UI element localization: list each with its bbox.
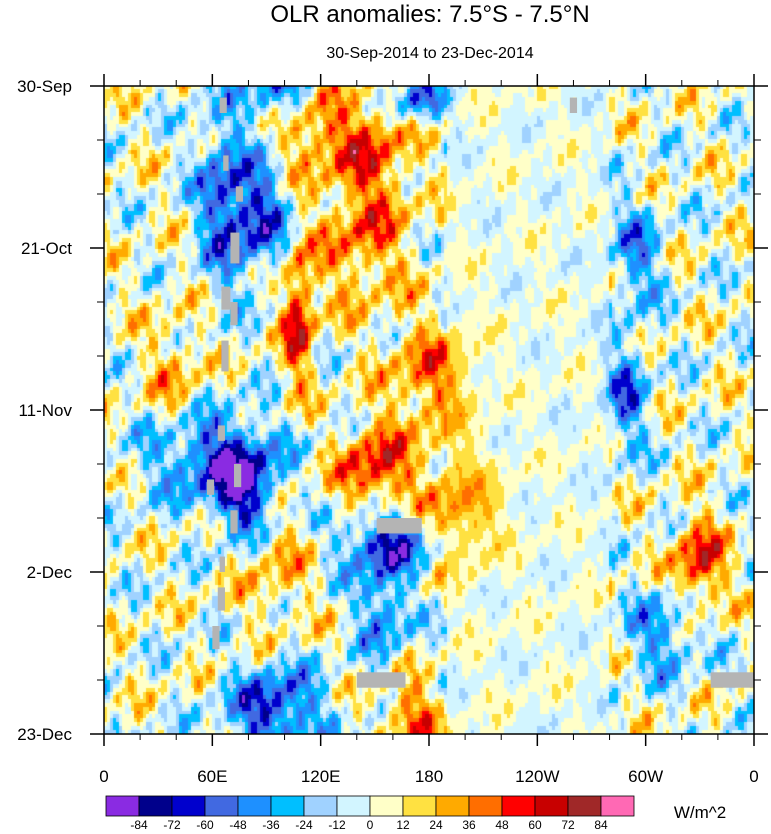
missing-data-layer <box>206 97 754 688</box>
y-tick-label: 30-Sep <box>17 77 72 96</box>
colorbar-swatch <box>468 795 503 817</box>
missing-data-cell <box>219 556 225 572</box>
colorbar-swatch <box>402 795 437 817</box>
colorbar-level-label: -24 <box>295 818 313 832</box>
missing-data-cell <box>221 286 231 310</box>
missing-data-cell <box>206 479 215 495</box>
colorbar-level-label: -72 <box>163 818 181 832</box>
missing-data-cell <box>217 587 225 611</box>
heatmap-cells <box>104 86 754 734</box>
missing-data-cell <box>230 510 238 534</box>
colorbar-units: W/m^2 <box>674 803 726 822</box>
missing-data-cell <box>230 232 240 264</box>
y-tick-label: 2-Dec <box>27 563 73 582</box>
colorbar-swatch <box>138 795 173 817</box>
missing-data-cell <box>230 302 238 326</box>
colorbar-swatch <box>600 795 635 817</box>
y-tick-label: 11-Nov <box>18 401 72 420</box>
x-tick-label: 180 <box>415 767 443 786</box>
colorbar-level-label: -12 <box>328 818 346 832</box>
missing-data-cell <box>376 518 422 534</box>
colorbar-level-label: 84 <box>594 818 608 832</box>
missing-data-cell <box>569 97 578 113</box>
colorbar-swatch <box>369 795 404 817</box>
colorbar-swatch <box>270 795 305 817</box>
missing-data-cell <box>219 97 227 113</box>
colorbar-level-label: -36 <box>262 818 280 832</box>
x-tick-label: 0 <box>99 767 108 786</box>
missing-data-cell <box>234 464 242 488</box>
colorbar-swatch <box>435 795 470 817</box>
colorbar-swatch <box>237 795 272 817</box>
colorbar-level-label: 12 <box>396 818 410 832</box>
x-tick-label: 120W <box>515 767 559 786</box>
colorbar-level-label: 0 <box>367 818 374 832</box>
colorbar-level-label: 24 <box>429 818 443 832</box>
colorbar-swatch <box>204 795 239 817</box>
missing-data-cell <box>223 155 229 171</box>
colorbar-swatch <box>336 795 371 817</box>
colorbar-level-label: 60 <box>528 818 542 832</box>
x-tick-label: 0 <box>749 767 758 786</box>
colorbar-swatch <box>303 795 338 817</box>
heatmap-canvas-group <box>104 86 754 734</box>
missing-data-cell <box>235 186 244 202</box>
colorbar-swatch <box>171 795 206 817</box>
missing-data-cell <box>217 425 225 441</box>
colorbar: -84 -72 -60 -48 -36 -24 -12 0 12 24 36 48 60 72 84 <box>105 795 635 832</box>
colorbar-swatch <box>534 795 569 817</box>
y-tick-label: 23-Dec <box>17 725 72 744</box>
colorbar-level-label: 72 <box>561 818 575 832</box>
x-tick-label: 60W <box>628 767 663 786</box>
colorbar-level-label: -60 <box>196 818 214 832</box>
missing-data-cell <box>221 340 229 372</box>
colorbar-swatch <box>105 795 140 817</box>
missing-data-cell <box>212 626 220 650</box>
colorbar-level-label: -84 <box>130 818 148 832</box>
x-tick-label: 120E <box>301 767 341 786</box>
colorbar-level-label: 48 <box>495 818 509 832</box>
missing-data-cell <box>710 672 754 688</box>
colorbar-swatch <box>567 795 602 817</box>
y-tick-label: 21-Oct <box>21 239 72 258</box>
colorbar-level-label: 36 <box>462 818 476 832</box>
x-tick-label: 60E <box>197 767 227 786</box>
chart-title: OLR anomalies: 7.5°S - 7.5°N <box>270 1 589 28</box>
colorbar-level-label: -48 <box>229 818 247 832</box>
missing-data-cell <box>356 672 406 688</box>
axis-ticks: 0 60E 120E 180 120W 60W 0 30-Sep 21-Oct 11-Nov 2-D… <box>17 74 768 786</box>
colorbar-swatch <box>501 795 536 817</box>
chart-subtitle: 30-Sep-2014 to 23-Dec-2014 <box>326 45 533 62</box>
